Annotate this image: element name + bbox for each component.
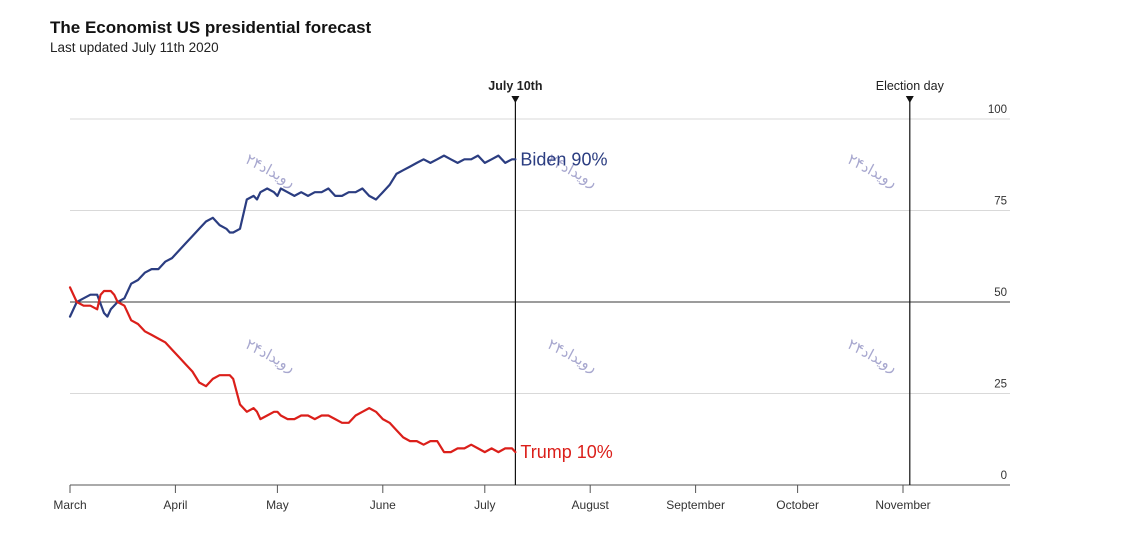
y-tick-label: 25 bbox=[994, 379, 1007, 391]
watermark-text: رویداد۲۴ bbox=[544, 335, 600, 376]
x-tick-label: March bbox=[53, 498, 86, 512]
gridlines: 0 25 50 75 100 bbox=[70, 104, 1010, 482]
chart-subtitle: Last updated July 11th 2020 bbox=[50, 40, 219, 55]
y-tick-label: 50 bbox=[994, 287, 1007, 299]
marker-arrow bbox=[905, 96, 914, 103]
marker-label: Election day bbox=[876, 79, 945, 93]
x-tick-label: September bbox=[666, 498, 725, 512]
y-tick-label: 0 bbox=[1001, 470, 1007, 482]
series: Biden 90% Trump 10% bbox=[68, 149, 613, 462]
series-label-biden: Biden 90% bbox=[520, 149, 607, 169]
watermark-text: رویداد۲۴ bbox=[844, 335, 900, 376]
x-tick-label: October bbox=[776, 498, 819, 512]
series-line-trump bbox=[68, 286, 517, 454]
watermark-text: رویداد۲۴ bbox=[242, 335, 298, 376]
y-tick-label: 75 bbox=[994, 196, 1007, 208]
series-line-biden bbox=[68, 154, 517, 318]
x-tick-label: April bbox=[163, 498, 187, 512]
chart-title: The Economist US presidential forecast bbox=[50, 18, 372, 37]
watermark-text: رویداد۲۴ bbox=[242, 150, 298, 191]
x-axis: March April May June July August September Octo… bbox=[53, 484, 1010, 512]
date-markers: July 10th Election day bbox=[488, 79, 945, 485]
watermark-layer: رویداد۲۴ رویداد۲۴ رویداد۲۴ رویداد۲۴ رویداد۲۴… bbox=[242, 150, 900, 376]
x-tick-label: August bbox=[572, 498, 610, 512]
series-label-trump: Trump 10% bbox=[520, 442, 612, 462]
marker-label: July 10th bbox=[488, 79, 542, 93]
x-tick-label: May bbox=[266, 498, 289, 512]
x-tick-label: July bbox=[474, 498, 495, 512]
x-tick-label: June bbox=[370, 498, 396, 512]
watermark-text: رویداد۲۴ bbox=[844, 150, 900, 191]
marker-arrow bbox=[511, 96, 520, 103]
x-tick-label: November bbox=[875, 498, 930, 512]
y-tick-label: 100 bbox=[988, 104, 1007, 116]
